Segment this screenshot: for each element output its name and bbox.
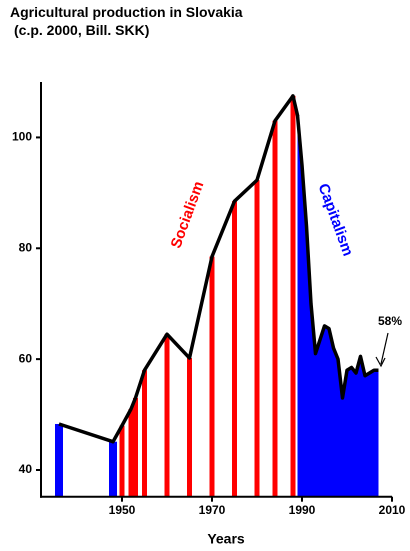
x-tick-label: 1970 xyxy=(199,503,226,517)
bar xyxy=(290,95,296,497)
bar xyxy=(55,423,63,497)
x-tick-label: 1990 xyxy=(289,503,316,517)
chart-subtitle: (c.p. 2000, Bill. SKK) xyxy=(14,22,149,38)
line xyxy=(295,115,379,400)
bar xyxy=(142,370,147,497)
bar xyxy=(254,180,260,497)
series-label: Socialism xyxy=(168,179,208,251)
bar xyxy=(128,409,134,497)
annotation: 58% xyxy=(378,314,402,328)
y-tick-label: 40 xyxy=(19,462,33,476)
y-tick-label: 60 xyxy=(19,351,33,365)
y-tick-label: 100 xyxy=(12,130,32,144)
line-connector xyxy=(111,423,124,444)
bar xyxy=(109,441,117,497)
series-label: Capitalism xyxy=(315,181,357,258)
bar xyxy=(209,256,215,497)
annotation-arrow xyxy=(380,332,389,365)
bar xyxy=(272,120,278,497)
x-tick-label: 2010 xyxy=(379,503,406,517)
bar xyxy=(119,425,125,497)
x-axis-label: Years xyxy=(207,531,245,547)
line-connector xyxy=(291,94,300,118)
chart-title: Agricultural production in Slovakia xyxy=(10,4,243,20)
x-tick-label: 1950 xyxy=(109,503,136,517)
bar xyxy=(232,201,237,497)
line xyxy=(120,94,295,427)
area xyxy=(297,115,379,497)
arrow-head xyxy=(375,356,386,368)
line xyxy=(58,422,114,444)
bar xyxy=(133,397,138,497)
y-tick-label: 80 xyxy=(19,240,33,254)
bar xyxy=(164,334,170,497)
bar xyxy=(187,358,192,497)
